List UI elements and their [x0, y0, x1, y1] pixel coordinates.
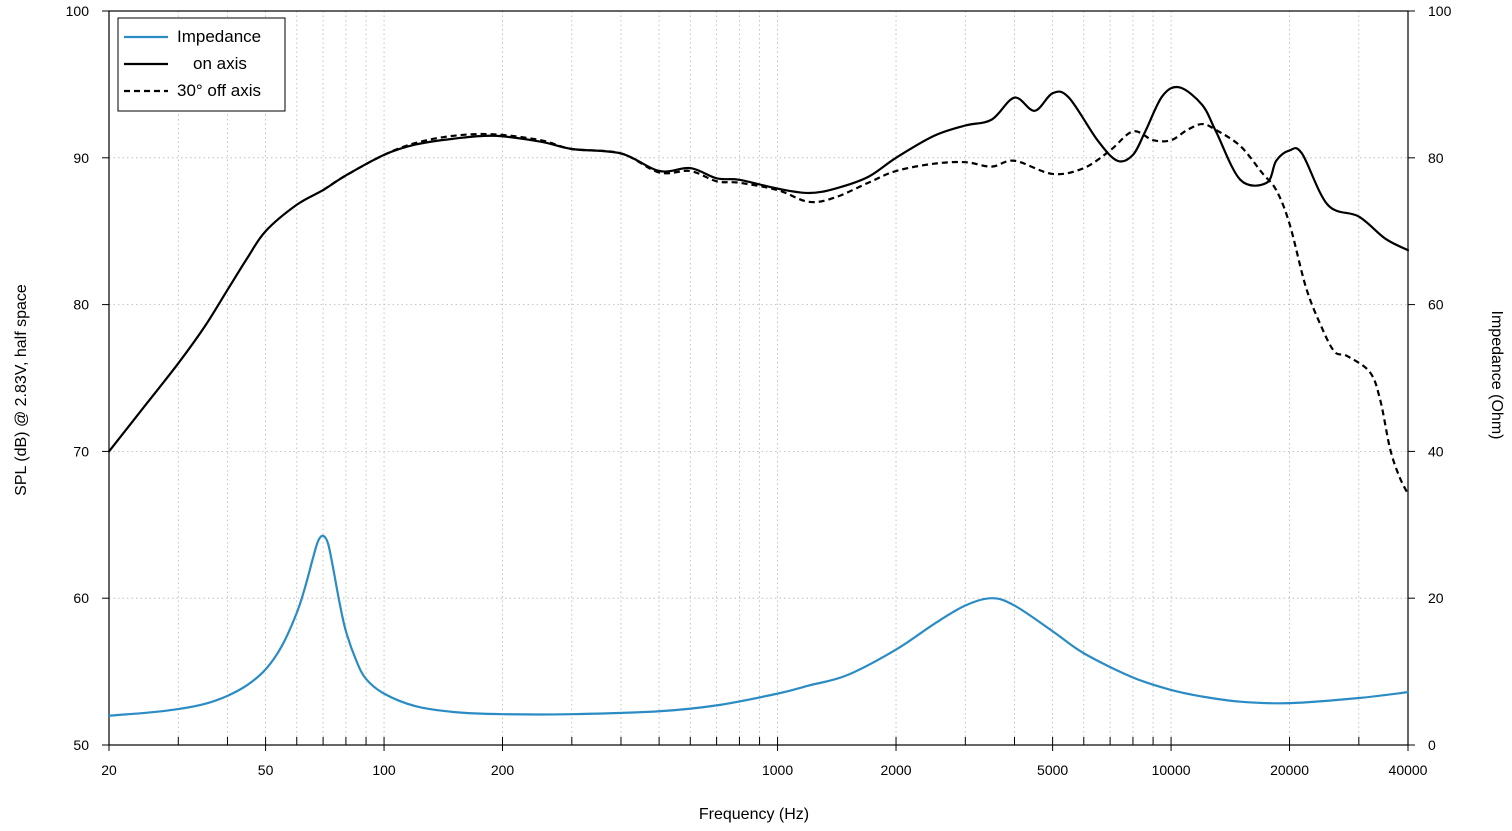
y-tick-label: 100: [66, 3, 90, 19]
series-layer: [107, 85, 1410, 717]
legend: Impedance on axis 30° off axis: [117, 17, 286, 112]
y2-tick-label: 0: [1428, 737, 1436, 753]
grid-layer: [109, 11, 1408, 745]
y2-tick-label: 100: [1428, 3, 1452, 19]
off-axis-30-spl-curve: [322, 122, 1409, 495]
x-tick-label: 5000: [1037, 762, 1068, 778]
y2-tick-label: 80: [1428, 150, 1444, 166]
y2-tick-label: 20: [1428, 590, 1444, 606]
y-tick-label: 60: [73, 590, 89, 606]
y2-axis-title: Impedance (Ohm): [1488, 311, 1505, 440]
x-tick-label: 10000: [1152, 762, 1191, 778]
legend-label-impedance: Impedance: [177, 27, 261, 46]
x-tick-label: 20: [101, 762, 117, 778]
x-axis-title: Frequency (Hz): [699, 806, 809, 823]
x-tick-label: 20000: [1270, 762, 1309, 778]
x-tick-label: 40000: [1389, 762, 1428, 778]
x-tick-label: 2000: [880, 762, 911, 778]
legend-label-on-axis: on axis: [193, 54, 247, 73]
y2-tick-label: 40: [1428, 443, 1444, 459]
y-tick-label: 70: [73, 443, 89, 459]
y-axis-title: SPL (dB) @ 2.83V, half space: [13, 284, 30, 496]
impedance-curve: [107, 534, 1410, 717]
x-tick-label: 100: [372, 762, 396, 778]
plot-frame: [108, 10, 1409, 746]
legend-label-off-axis: 30° off axis: [177, 81, 261, 100]
on-axis-spl-curve: [107, 85, 1410, 453]
y2-tick-label: 60: [1428, 297, 1444, 313]
x-tick-label: 200: [491, 762, 515, 778]
y-tick-label: 50: [73, 737, 89, 753]
x-tick-label: 1000: [762, 762, 793, 778]
y-tick-label: 80: [73, 297, 89, 313]
x-tick-label: 50: [258, 762, 274, 778]
y-tick-label: 90: [73, 150, 89, 166]
